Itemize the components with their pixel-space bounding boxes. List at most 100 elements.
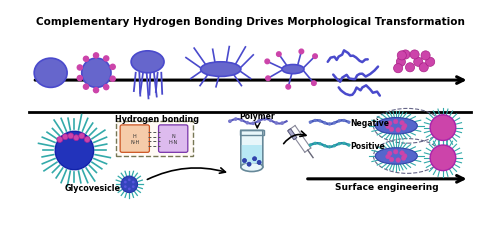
- Circle shape: [252, 157, 256, 161]
- Circle shape: [84, 137, 90, 143]
- Circle shape: [314, 119, 317, 123]
- Text: Polymer: Polymer: [240, 112, 275, 121]
- Circle shape: [78, 66, 82, 71]
- Circle shape: [342, 119, 345, 123]
- Circle shape: [124, 185, 126, 188]
- Circle shape: [242, 159, 246, 163]
- Ellipse shape: [241, 163, 263, 172]
- Circle shape: [318, 142, 322, 146]
- Circle shape: [414, 58, 423, 67]
- Circle shape: [257, 119, 261, 123]
- Ellipse shape: [376, 118, 418, 134]
- Circle shape: [338, 142, 341, 146]
- Circle shape: [57, 137, 62, 143]
- Circle shape: [313, 55, 318, 59]
- Circle shape: [397, 52, 406, 61]
- Circle shape: [402, 156, 406, 161]
- Ellipse shape: [282, 65, 304, 74]
- Circle shape: [84, 57, 88, 62]
- Circle shape: [314, 142, 317, 145]
- Circle shape: [426, 58, 434, 67]
- Circle shape: [247, 163, 251, 166]
- Circle shape: [396, 128, 400, 133]
- Circle shape: [299, 50, 304, 54]
- Circle shape: [328, 123, 331, 126]
- Circle shape: [338, 120, 341, 123]
- Circle shape: [323, 144, 326, 148]
- Circle shape: [240, 119, 244, 122]
- Circle shape: [430, 145, 456, 171]
- Circle shape: [388, 151, 392, 156]
- Text: Surface engineering: Surface engineering: [336, 182, 439, 191]
- Circle shape: [308, 144, 312, 147]
- Circle shape: [410, 51, 419, 60]
- Circle shape: [124, 181, 126, 184]
- Circle shape: [246, 121, 249, 125]
- Circle shape: [312, 81, 316, 86]
- Circle shape: [269, 119, 272, 123]
- Text: Positive: Positive: [350, 141, 386, 150]
- Circle shape: [234, 118, 237, 121]
- Circle shape: [82, 59, 111, 88]
- Circle shape: [110, 65, 116, 70]
- Circle shape: [323, 122, 326, 125]
- Circle shape: [390, 158, 394, 162]
- Text: H
N-H: H N-H: [130, 134, 140, 144]
- FancyBboxPatch shape: [116, 122, 194, 156]
- Circle shape: [62, 134, 68, 140]
- Circle shape: [386, 155, 390, 159]
- Circle shape: [400, 151, 404, 155]
- Text: N
H-N: N H-N: [168, 134, 178, 144]
- Bar: [288, 129, 297, 140]
- Circle shape: [396, 158, 400, 163]
- Circle shape: [276, 53, 281, 57]
- Circle shape: [421, 52, 430, 61]
- Ellipse shape: [131, 52, 164, 74]
- Bar: [240, 131, 264, 135]
- Circle shape: [390, 127, 394, 132]
- Circle shape: [388, 121, 392, 126]
- Circle shape: [401, 51, 410, 60]
- Circle shape: [132, 185, 134, 188]
- Circle shape: [328, 146, 331, 149]
- FancyBboxPatch shape: [18, 6, 482, 221]
- Circle shape: [419, 63, 428, 73]
- Ellipse shape: [200, 62, 241, 77]
- Circle shape: [386, 125, 390, 129]
- Circle shape: [84, 85, 88, 90]
- Circle shape: [74, 135, 79, 141]
- Circle shape: [400, 121, 404, 126]
- Circle shape: [430, 115, 456, 141]
- Circle shape: [274, 122, 278, 125]
- Circle shape: [132, 181, 134, 184]
- Circle shape: [128, 179, 130, 181]
- Circle shape: [396, 58, 406, 67]
- Text: Complementary Hydrogen Bonding Drives Morphological Transformation: Complementary Hydrogen Bonding Drives Mo…: [36, 17, 465, 27]
- FancyBboxPatch shape: [120, 125, 150, 153]
- Text: Glycovesicle: Glycovesicle: [64, 183, 120, 192]
- Circle shape: [332, 122, 336, 125]
- Circle shape: [252, 122, 255, 126]
- Circle shape: [110, 77, 116, 82]
- Circle shape: [104, 85, 109, 90]
- Text: Negative: Negative: [350, 118, 390, 127]
- Circle shape: [55, 132, 94, 170]
- FancyBboxPatch shape: [242, 145, 262, 164]
- Circle shape: [347, 144, 350, 147]
- FancyBboxPatch shape: [158, 125, 188, 153]
- Circle shape: [257, 161, 261, 165]
- Circle shape: [318, 120, 322, 123]
- Circle shape: [286, 85, 290, 90]
- Ellipse shape: [34, 59, 67, 88]
- Circle shape: [406, 63, 414, 73]
- Circle shape: [94, 88, 98, 93]
- Circle shape: [394, 150, 398, 154]
- Circle shape: [104, 57, 109, 62]
- Circle shape: [228, 120, 232, 123]
- Circle shape: [263, 118, 266, 121]
- Circle shape: [265, 60, 270, 64]
- Circle shape: [79, 133, 84, 139]
- Circle shape: [402, 124, 407, 128]
- Circle shape: [342, 142, 345, 145]
- Circle shape: [68, 133, 73, 139]
